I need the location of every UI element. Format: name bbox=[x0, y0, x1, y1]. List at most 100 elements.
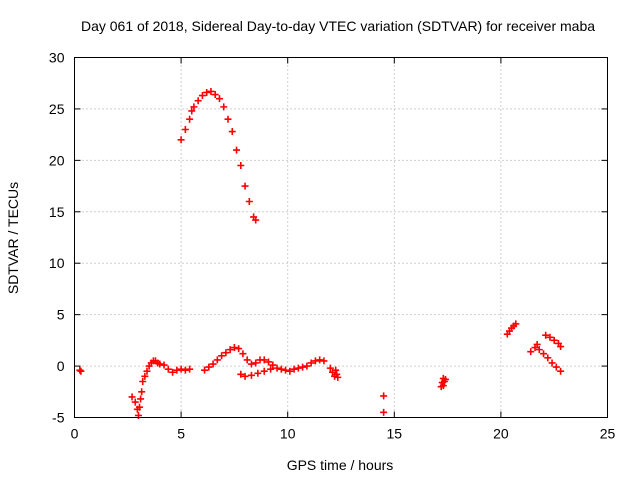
data-point bbox=[181, 366, 189, 374]
data-point bbox=[218, 352, 226, 360]
data-point bbox=[230, 344, 238, 352]
data-point bbox=[235, 345, 243, 353]
data-point bbox=[294, 364, 302, 372]
x-tick-label: 15 bbox=[387, 426, 403, 442]
data-point bbox=[316, 356, 324, 364]
chart-title: Day 061 of 2018, Sidereal Day-to-day VTE… bbox=[81, 18, 595, 34]
data-point bbox=[198, 92, 206, 100]
data-point bbox=[136, 403, 144, 411]
data-point bbox=[211, 91, 219, 99]
data-point bbox=[194, 97, 202, 105]
data-point bbox=[550, 336, 558, 344]
data-point bbox=[233, 146, 241, 154]
data-point bbox=[207, 87, 215, 95]
data-point bbox=[128, 393, 136, 401]
data-point bbox=[226, 346, 234, 354]
data-point bbox=[332, 366, 340, 374]
data-points bbox=[76, 87, 565, 419]
data-point bbox=[269, 361, 277, 369]
data-point bbox=[260, 356, 268, 364]
data-point bbox=[131, 398, 139, 406]
y-tick-label: -5 bbox=[52, 410, 65, 426]
data-point bbox=[267, 365, 275, 373]
x-axis-label: GPS time / hours bbox=[287, 457, 394, 473]
data-point bbox=[228, 128, 236, 136]
data-point bbox=[139, 378, 147, 385]
data-point bbox=[138, 388, 146, 396]
data-point bbox=[557, 343, 565, 351]
data-point bbox=[326, 364, 334, 372]
data-point bbox=[213, 356, 221, 364]
x-tick-label: 10 bbox=[280, 426, 296, 442]
data-point bbox=[535, 346, 543, 354]
y-tick-label: 0 bbox=[57, 358, 65, 374]
data-point bbox=[237, 370, 245, 378]
data-point bbox=[540, 350, 548, 358]
data-point bbox=[512, 320, 520, 328]
data-point bbox=[190, 103, 198, 111]
data-point bbox=[247, 360, 255, 368]
data-point bbox=[164, 365, 172, 373]
data-point bbox=[282, 366, 290, 374]
data-point bbox=[290, 365, 298, 373]
data-point bbox=[160, 361, 168, 369]
y-tick-label: 30 bbox=[49, 50, 65, 66]
x-tick-label: 25 bbox=[600, 426, 616, 442]
data-point bbox=[241, 372, 249, 380]
y-axis-label: SDTVAR / TECUs bbox=[5, 182, 21, 294]
data-point bbox=[186, 365, 194, 373]
data-point bbox=[557, 367, 565, 375]
data-point bbox=[273, 364, 281, 372]
data-point bbox=[237, 162, 245, 169]
data-point bbox=[254, 369, 262, 377]
data-point bbox=[173, 366, 181, 374]
data-point bbox=[286, 367, 294, 375]
data-point bbox=[548, 359, 556, 367]
y-tick-label: 25 bbox=[49, 101, 65, 117]
x-tick-label: 0 bbox=[71, 426, 79, 442]
y-tick-label: 15 bbox=[49, 204, 65, 220]
data-point bbox=[77, 367, 85, 375]
x-tick-label: 20 bbox=[493, 426, 509, 442]
data-point bbox=[380, 408, 388, 416]
data-point bbox=[311, 357, 319, 365]
data-point bbox=[239, 350, 247, 358]
data-point bbox=[203, 88, 211, 96]
data-point bbox=[209, 360, 217, 368]
data-point bbox=[380, 392, 388, 400]
data-point bbox=[542, 331, 550, 339]
data-point bbox=[243, 356, 251, 364]
data-point bbox=[245, 198, 253, 205]
data-point bbox=[215, 95, 223, 103]
data-point bbox=[546, 333, 554, 341]
axis-ticks: 0 5 10 15 20 25 -5 0 5 10 15 20 25 30 bbox=[49, 50, 616, 442]
data-point bbox=[141, 372, 149, 380]
data-point bbox=[143, 367, 151, 375]
data-point bbox=[247, 371, 255, 379]
y-tick-label: 20 bbox=[49, 152, 65, 168]
data-point bbox=[156, 360, 164, 368]
data-point bbox=[320, 357, 328, 365]
data-point bbox=[260, 367, 268, 375]
data-point bbox=[277, 365, 285, 373]
data-point bbox=[252, 216, 260, 224]
data-point bbox=[527, 348, 535, 356]
y-tick-label: 10 bbox=[49, 255, 65, 271]
data-point bbox=[137, 395, 145, 403]
data-point bbox=[265, 358, 273, 366]
data-point bbox=[201, 366, 209, 374]
data-point bbox=[299, 363, 307, 371]
data-point bbox=[181, 126, 189, 133]
data-point bbox=[224, 115, 232, 123]
plot-frame bbox=[74, 57, 608, 418]
data-point bbox=[222, 349, 230, 357]
x-tick-label: 5 bbox=[177, 426, 185, 442]
data-point bbox=[241, 182, 249, 190]
data-point bbox=[188, 107, 196, 115]
data-point bbox=[544, 354, 552, 362]
data-point bbox=[169, 368, 177, 376]
data-point bbox=[552, 363, 560, 371]
data-point bbox=[220, 103, 228, 111]
data-point bbox=[177, 136, 185, 144]
